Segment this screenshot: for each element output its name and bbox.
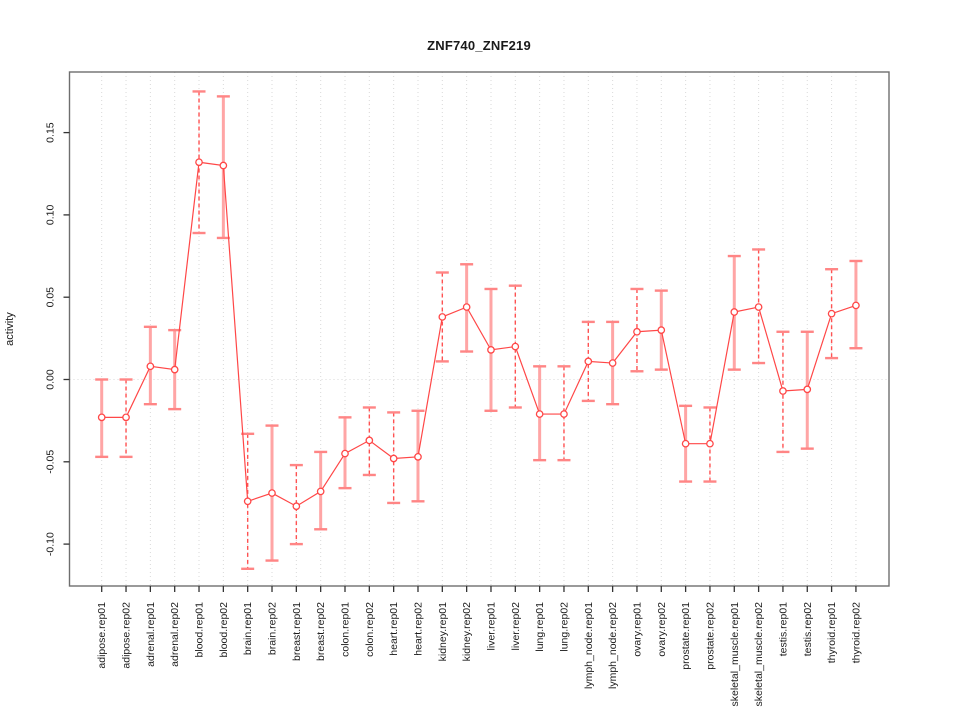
y-tick-label: 0.05: [45, 287, 57, 308]
data-point-marker: [122, 413, 130, 422]
x-tick-label: brain.rep01: [242, 602, 254, 655]
x-tick-label: adrenal.rep01: [145, 602, 157, 667]
data-point-marker: [827, 309, 836, 318]
data-point-marker: [268, 489, 276, 497]
data-point-marker: [706, 439, 714, 448]
data-point-marker: [462, 303, 471, 311]
data-point-marker: [633, 327, 641, 336]
y-tick-label: -0.05: [45, 450, 57, 474]
data-point-marker: [389, 454, 398, 463]
data-point-marker: [730, 308, 739, 316]
x-tick-label: brain.rep02: [267, 602, 279, 655]
plot-frame: [68, 71, 890, 587]
x-tick-label: thyroid.rep02: [850, 602, 862, 663]
data-point-marker: [195, 158, 203, 167]
x-tick-label: lymph_node.rep01: [583, 602, 595, 689]
x-tick-label: heart.rep01: [388, 602, 400, 656]
x-tick-label: liver.rep02: [510, 602, 522, 651]
x-tick-label: adrenal.rep02: [169, 602, 181, 667]
x-tick-label: lung.rep02: [558, 602, 570, 652]
x-tick-label: lymph_node.rep02: [607, 602, 619, 689]
x-tick-label: skeletal_muscle.rep01: [729, 602, 741, 707]
data-point-marker: [438, 313, 447, 321]
x-tick-label: thyroid.rep01: [826, 602, 838, 663]
data-point-marker: [584, 357, 593, 366]
x-tick-label: kidney.rep02: [461, 602, 473, 662]
x-tick-label: colon.rep01: [340, 602, 352, 657]
data-point-marker: [146, 362, 155, 371]
y-tick-label: 0.00: [45, 369, 57, 390]
data-point-marker: [803, 385, 812, 394]
x-tick-label: testis.rep01: [777, 602, 789, 656]
y-tick-label: 0.10: [45, 205, 57, 226]
series-line: [101, 161, 857, 507]
x-tick-label: testis.rep02: [802, 602, 814, 656]
x-tick-label: blood.rep01: [194, 602, 206, 658]
data-point-marker: [608, 359, 617, 367]
x-tick-label: breast.rep02: [315, 602, 327, 661]
data-point-marker: [170, 365, 179, 374]
data-point-marker: [365, 436, 374, 445]
data-point-marker: [243, 497, 252, 506]
data-point-marker: [511, 342, 520, 351]
data-point-marker: [681, 439, 690, 448]
data-point-marker: [852, 301, 860, 310]
data-point-marker: [341, 449, 349, 458]
x-tick-label: colon.rep02: [364, 602, 376, 657]
data-point-marker: [657, 326, 666, 334]
data-point-marker: [754, 303, 763, 311]
data-point-marker: [535, 410, 544, 418]
chart-title: ZNF740_ZNF219: [427, 38, 531, 53]
x-tick-label: adipose.rep02: [121, 602, 133, 669]
data-point-marker: [487, 346, 495, 354]
data-point-marker: [97, 413, 106, 422]
x-tick-label: adipose.rep01: [96, 602, 108, 669]
x-tick-label: ovary.rep02: [656, 602, 668, 657]
y-tick-label: -0.10: [45, 532, 57, 556]
x-tick-label: blood.rep02: [218, 602, 230, 658]
x-tick-label: heart.rep02: [412, 602, 424, 656]
y-tick-label: 0.15: [45, 122, 57, 143]
data-point-marker: [316, 487, 325, 496]
x-tick-label: liver.rep01: [485, 602, 497, 651]
x-tick-label: kidney.rep01: [437, 602, 449, 662]
data-point-marker: [219, 161, 228, 170]
x-tick-label: prostate.rep02: [704, 602, 716, 670]
x-tick-label: ovary.rep01: [631, 602, 643, 657]
data-point-marker: [779, 387, 787, 395]
x-tick-label: skeletal_muscle.rep02: [753, 602, 765, 707]
x-tick-label: breast.rep01: [291, 602, 303, 661]
data-point-marker: [292, 502, 301, 511]
data-point-marker: [560, 410, 568, 418]
x-tick-label: lung.rep01: [534, 602, 546, 652]
data-point-marker: [414, 453, 422, 461]
x-tick-label: prostate.rep01: [680, 602, 692, 670]
